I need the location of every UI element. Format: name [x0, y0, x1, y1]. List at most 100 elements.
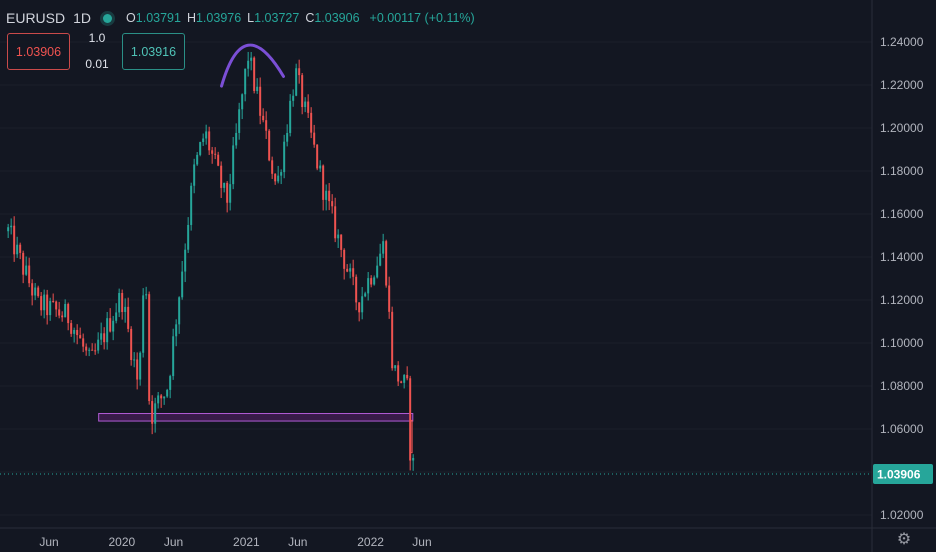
- candle-body: [64, 303, 67, 318]
- candle-body: [409, 378, 412, 461]
- open-value: 1.03791: [135, 11, 181, 25]
- candle-body: [79, 335, 82, 339]
- candle-body: [19, 244, 22, 253]
- candle-body: [346, 268, 349, 272]
- candle-body: [88, 349, 91, 351]
- candle-body: [157, 395, 160, 404]
- candle-body: [52, 301, 55, 303]
- candle-body: [286, 132, 289, 142]
- candle-body: [322, 165, 325, 200]
- candle-body: [10, 225, 13, 228]
- candle-body: [394, 365, 397, 369]
- candle-body: [337, 234, 340, 239]
- candle-body: [22, 252, 25, 275]
- candle-body: [274, 173, 277, 182]
- high-value: 1.03976: [195, 11, 242, 25]
- candle-body: [343, 249, 346, 269]
- candle-body: [361, 296, 364, 313]
- candle-body: [16, 244, 19, 255]
- candle-body: [283, 141, 286, 173]
- sell-button[interactable]: 1.03906: [7, 33, 70, 70]
- candle-body: [217, 154, 220, 166]
- candle-body: [142, 295, 145, 353]
- candle-body: [376, 265, 379, 278]
- candle-body: [76, 329, 79, 336]
- candle-body: [94, 350, 97, 352]
- last-price-label: 1.03906: [877, 468, 921, 482]
- symbol-name[interactable]: EURUSD: [6, 10, 66, 26]
- quantity-bottom: 0.01: [85, 57, 109, 71]
- candle-body: [313, 132, 316, 145]
- x-tick-label: Jun: [412, 535, 431, 549]
- candle-body: [100, 333, 103, 340]
- candle-body: [25, 265, 28, 275]
- candle-body: [229, 184, 232, 203]
- x-tick-label: Jun: [288, 535, 307, 549]
- candle-body: [40, 296, 43, 311]
- y-tick-label: 1.12000: [880, 293, 924, 307]
- candle-body: [334, 206, 337, 239]
- candle-body: [403, 374, 406, 383]
- recent-range-box: [409, 419, 413, 454]
- candle-body: [367, 278, 370, 294]
- change-value: +0.00117 (+0.11%): [369, 11, 475, 25]
- candle-body: [253, 57, 256, 91]
- candle-body: [268, 130, 271, 161]
- candle-body: [7, 227, 10, 232]
- quantity-selector[interactable]: 1.0 0.01: [80, 31, 114, 71]
- candle-body: [184, 249, 187, 272]
- candle-body: [241, 94, 244, 110]
- candle-body: [244, 68, 247, 95]
- candle-body: [373, 277, 376, 285]
- sell-price: 1.03906: [15, 44, 62, 59]
- candle-body: [265, 120, 268, 131]
- candle-body: [118, 292, 121, 313]
- candle-body: [310, 112, 313, 133]
- candle-body: [37, 287, 40, 297]
- candle-body: [175, 324, 178, 337]
- candle-body: [70, 323, 73, 334]
- candle-body: [358, 302, 361, 313]
- candle-body: [13, 225, 16, 255]
- candle-body: [91, 349, 94, 351]
- candle-body: [304, 101, 307, 108]
- candle-body: [193, 164, 196, 186]
- candle-body: [379, 253, 382, 266]
- candle-body: [34, 287, 37, 296]
- candle-body: [235, 132, 238, 146]
- arc-drawing: [220, 43, 285, 88]
- buy-button[interactable]: 1.03916: [122, 33, 185, 70]
- candle-body: [325, 190, 328, 200]
- candle-body: [331, 201, 334, 207]
- ohlc-values: O1.03791 H1.03976 L1.03727 C1.03906 +0.0…: [126, 11, 475, 25]
- candle-body: [301, 75, 304, 108]
- candle-body: [280, 172, 283, 176]
- candle-body: [124, 306, 127, 312]
- low-value: 1.03727: [254, 11, 300, 25]
- candle-body: [307, 101, 310, 113]
- y-tick-label: 1.14000: [880, 250, 924, 264]
- y-tick-label: 1.18000: [880, 164, 924, 178]
- candle-body: [223, 182, 226, 188]
- candle-body: [277, 175, 280, 182]
- candle-body: [400, 381, 403, 383]
- candle-body: [196, 154, 199, 165]
- support-zone: [98, 413, 414, 422]
- candle-body: [256, 86, 259, 91]
- x-tick-label: 2022: [357, 535, 384, 549]
- candle-body: [31, 283, 34, 296]
- settings-gear-icon[interactable]: ⚙: [896, 531, 912, 548]
- y-tick-label: 1.08000: [880, 379, 924, 393]
- candle-body: [67, 303, 70, 324]
- candle-body: [364, 293, 367, 297]
- candle-body: [97, 339, 100, 351]
- candle-body: [121, 292, 124, 312]
- candle-body: [151, 401, 154, 424]
- last-price-badge: [873, 464, 933, 485]
- candle-body: [127, 306, 130, 329]
- candle-body: [115, 312, 118, 321]
- timeframe-label[interactable]: 1D: [73, 10, 92, 26]
- candle-body: [148, 294, 151, 402]
